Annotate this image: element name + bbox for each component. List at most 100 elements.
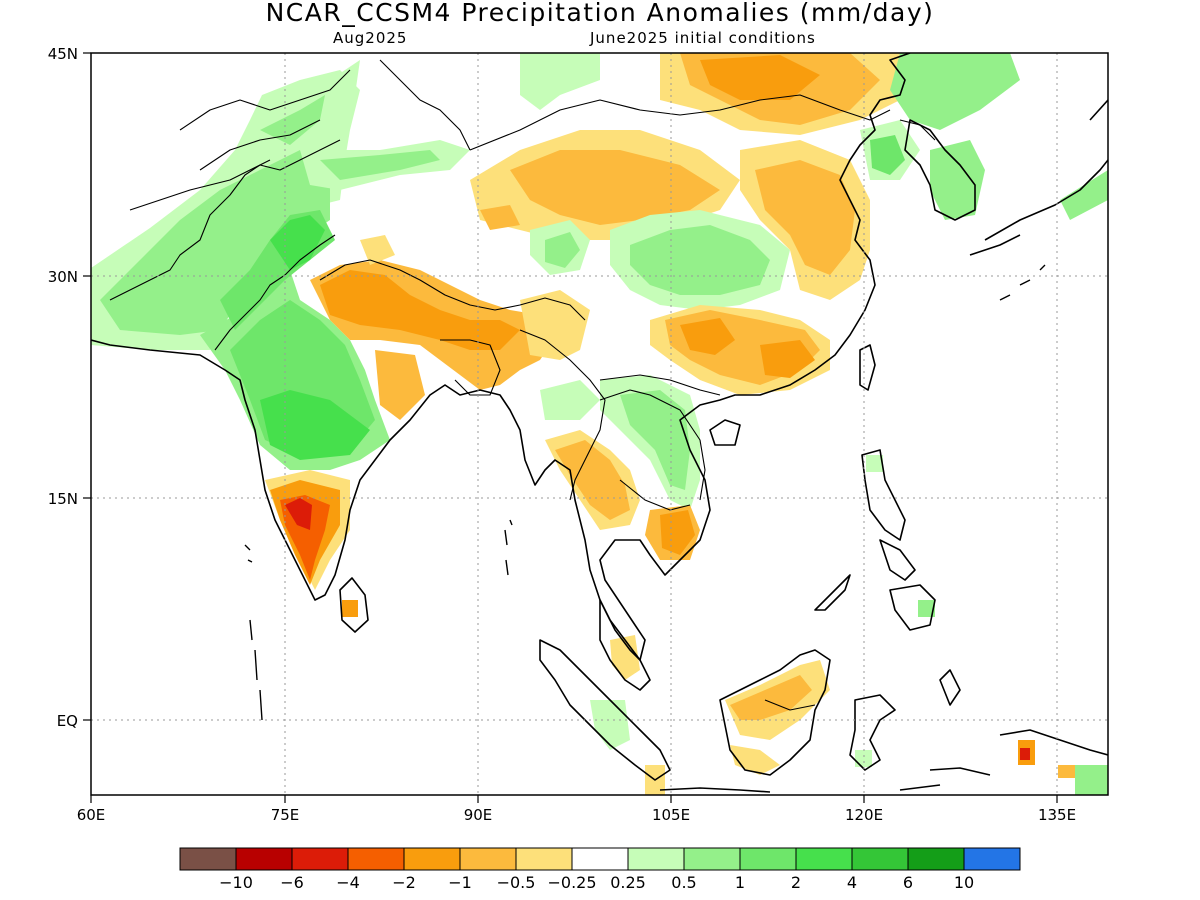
himalaya-dry-core — [320, 270, 520, 350]
colorbar-label-12: 6 — [903, 873, 913, 892]
java-coast — [659, 787, 771, 793]
colorbar-swatch-6 — [515, 847, 573, 871]
colorbar-swatch-9 — [683, 847, 741, 871]
x-tick-label-90e: 90E — [464, 806, 493, 824]
cambodia-dry-core — [660, 510, 695, 555]
asia-mainland-coast — [91, 53, 911, 661]
central-asia-borders — [179, 69, 351, 131]
new-guinea-very-dry — [1020, 748, 1030, 760]
sri-lanka-coast — [339, 577, 369, 633]
island-speckles — [244, 264, 1046, 721]
colorbar-swatch-11 — [795, 847, 853, 871]
malay-peninsula-coast — [599, 599, 651, 691]
colorbar-swatch-4 — [403, 847, 461, 871]
new-guinea-coast — [999, 729, 1108, 756]
borneo-dry-inner — [730, 675, 812, 720]
south-india-very-dry — [285, 498, 312, 530]
colorbar-swatch-0 — [179, 847, 237, 871]
colorbar-label-9: 1 — [735, 873, 745, 892]
japan-wet — [1060, 170, 1108, 220]
colorbar-label-1: −6 — [280, 873, 304, 892]
x-tick-label-105e: 105E — [652, 806, 690, 824]
y-tick-label-eq: EQ — [57, 712, 78, 730]
sulawesi-coast — [849, 694, 896, 771]
mindanao-wet — [918, 600, 935, 617]
colorbar-label-0: −10 — [219, 873, 253, 892]
qinghai-wet-inner — [545, 232, 580, 268]
x-tick-label-60e: 60E — [77, 806, 106, 824]
central-india-wet-core — [260, 390, 370, 460]
south-china-dry-core — [680, 318, 735, 355]
kazakh-wet-inner — [260, 95, 325, 145]
colorbar-swatch-8 — [627, 847, 685, 871]
sulawesi-wet — [855, 750, 872, 767]
myanmar-thailand-dry-inner — [555, 440, 630, 520]
philippines-wet — [866, 455, 883, 472]
colorbar-label-13: 10 — [954, 873, 974, 892]
pakistan-wet-inner — [100, 150, 330, 335]
colorbar-label-3: −2 — [392, 873, 416, 892]
map-frame — [90, 52, 1109, 796]
ne-china-wet-inner — [870, 135, 905, 175]
colorbar-swatch-10 — [739, 847, 797, 871]
andaman-islands — [504, 519, 513, 576]
central-asia-borders-2 — [199, 119, 321, 171]
new-guinea-east-wet — [1075, 765, 1108, 795]
malaysia-borneo-border — [764, 699, 816, 711]
mindanao-coast — [889, 584, 936, 631]
colorbar-label-4: −1 — [448, 873, 472, 892]
korea-coast — [904, 119, 976, 221]
japan-coast — [984, 159, 1108, 241]
graticule — [91, 53, 1108, 795]
china-mongolia-border — [469, 94, 891, 151]
mongolia-dry-core — [700, 55, 820, 100]
colorbar-swatch-12 — [851, 847, 909, 871]
y-tick-label-15n: 15N — [48, 490, 78, 508]
axis-ticks — [83, 52, 1058, 803]
x-tick-label-75e: 75E — [271, 806, 300, 824]
anomaly-field — [91, 53, 1108, 795]
myanmar-border — [519, 329, 606, 501]
tibet-dry-spot — [480, 205, 520, 230]
maldives-islands — [249, 619, 263, 721]
colorbar-labels: −10 −6 −4 −2 −1 −0.5 −0.25 0.25 0.5 1 2 4 6 10 — [219, 873, 974, 892]
hainan-coast — [709, 419, 741, 446]
timor-coast — [899, 784, 941, 791]
colorbar-label-8: 0.5 — [671, 873, 696, 892]
pakistan-india-border — [214, 234, 336, 351]
initial-conditions-label: June2025 initial conditions — [590, 29, 816, 47]
colorbar-swatch-14 — [963, 847, 1021, 871]
taiwan-coast — [859, 344, 876, 391]
laos-wet-inner — [620, 390, 690, 490]
seram-coast — [929, 767, 991, 776]
colorbar-label-7: 0.25 — [610, 873, 646, 892]
japan-coast-3 — [1089, 99, 1108, 121]
colorbar-label-10: 2 — [791, 873, 801, 892]
country-borders — [109, 59, 936, 711]
palawan-coast — [814, 574, 851, 611]
tibet-dry-inner — [510, 150, 720, 225]
chart-title: NCAR_CCSM4 Precipitation Anomalies (mm/d… — [265, 0, 935, 27]
new-guinea-east-dry — [1058, 765, 1075, 778]
mongolia-wet — [520, 53, 600, 110]
x-tick-label-120e: 120E — [845, 806, 883, 824]
india-nepal-china-border — [319, 259, 586, 321]
halmahera-coast — [939, 669, 961, 706]
central-asia-wet-inner — [320, 150, 440, 180]
colorbar-swatch-5 — [459, 847, 517, 871]
visayas-coast — [879, 539, 916, 581]
afghan-border — [129, 159, 271, 211]
y-tick-label-45n: 45N — [48, 45, 78, 63]
himalaya-dry-outer — [360, 235, 395, 265]
thailand-laos-border — [599, 389, 706, 501]
sumatra-coast — [539, 639, 671, 781]
china-vietnam-border — [599, 374, 721, 396]
colorbar-label-2: −4 — [336, 873, 360, 892]
coastlines — [91, 53, 1108, 793]
colorbar-label-11: 4 — [847, 873, 857, 892]
myanmar-wet — [540, 380, 600, 420]
colorbar-swatch-13 — [907, 847, 965, 871]
forecast-month: Aug2025 — [333, 29, 408, 47]
guangdong-dry — [760, 340, 815, 378]
